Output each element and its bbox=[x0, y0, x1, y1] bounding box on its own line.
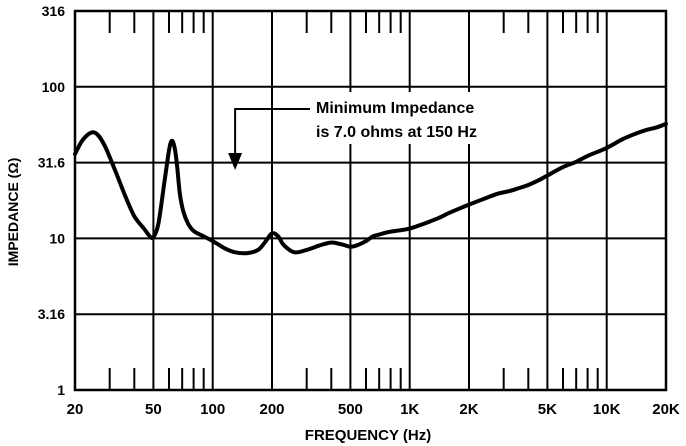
x-tick-label-10K: 10K bbox=[593, 401, 621, 418]
annotation-layer: Minimum Impedance is 7.0 ohms at 150 Hz bbox=[228, 92, 521, 170]
impedance-curve bbox=[73, 121, 668, 256]
annotation-arrowhead bbox=[228, 153, 243, 170]
x-tick-label-500: 500 bbox=[338, 401, 363, 418]
x-tick-label-200: 200 bbox=[259, 401, 284, 418]
x-tick-label-50: 50 bbox=[145, 401, 162, 418]
x-tick-label-2K: 2K bbox=[459, 401, 478, 418]
y-tick-label-1: 1 bbox=[57, 382, 65, 398]
x-tick-label-layer: 20 50 100 200 500 1K 2K 5K 10K 20K bbox=[67, 401, 680, 418]
x-axis-label: FREQUENCY (Hz) bbox=[305, 427, 431, 444]
plot-border bbox=[73, 9, 668, 392]
x-tick-label-5K: 5K bbox=[538, 401, 557, 418]
x-tick-label-20K: 20K bbox=[652, 401, 680, 418]
frame-layer bbox=[73, 9, 668, 392]
y-axis-label: IMPEDANCE (Ω) bbox=[5, 158, 21, 266]
y-tick-label-316: 316 bbox=[42, 3, 66, 19]
annotation-line-2: is 7.0 ohms at 150 Hz bbox=[316, 124, 477, 141]
minor-tick-layer bbox=[108, 11, 599, 390]
annotation-line-1: Minimum Impedance bbox=[316, 100, 474, 117]
x-tick-label-1K: 1K bbox=[400, 401, 419, 418]
y-tick-label-31.6: 31.6 bbox=[38, 155, 65, 171]
annotation-leader-line bbox=[234, 108, 310, 154]
y-tick-label-layer: 1 3.16 10 31.6 100 316 bbox=[38, 3, 65, 398]
y-tick-label-10: 10 bbox=[49, 230, 65, 246]
annotation-background bbox=[303, 92, 521, 144]
x-tick-label-100: 100 bbox=[200, 401, 225, 418]
y-tick-label-3.16: 3.16 bbox=[38, 306, 65, 322]
y-tick-label-100: 100 bbox=[42, 79, 66, 95]
x-tick-label-20: 20 bbox=[67, 401, 84, 418]
series-layer bbox=[73, 121, 668, 256]
